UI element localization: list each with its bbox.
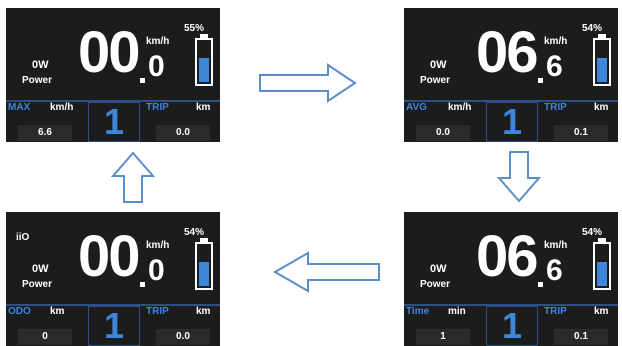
battery-percent: 55% (184, 23, 205, 34)
left-field-label: AVG (406, 102, 427, 113)
battery-icon (195, 38, 213, 86)
battery-fill (199, 57, 209, 82)
gear-frame (486, 102, 538, 142)
speed-decimal: 6 (546, 254, 563, 287)
left-field-label: ODO (8, 306, 31, 317)
left-field-label: Time (406, 306, 430, 317)
power-label: Power (420, 75, 451, 86)
power-value: 0W (32, 59, 49, 71)
speed-unit: km/h (146, 36, 170, 47)
gear-frame (88, 102, 140, 142)
speed-unit: km/h (146, 240, 170, 251)
speed-integer: 00 (78, 20, 140, 85)
display-screen-odo: iiO 0W Power 00 0 km/h 54% ODO km 0 1 TR… (6, 212, 220, 346)
battery-icon (593, 38, 611, 86)
separator-line (6, 304, 220, 306)
assist-level: 1 (104, 101, 125, 142)
arrow-down-icon (496, 151, 542, 203)
display-screen-max: 0W Power 00 0 km/h 55% MAX km/h 6.6 1 TR… (6, 8, 220, 142)
assist-level: 1 (502, 305, 523, 346)
right-field-label: TRIP (544, 306, 567, 317)
separator-line (6, 100, 220, 102)
right-field-unit: km (196, 102, 211, 113)
power-value: 0W (32, 263, 49, 275)
light-icon: iiO (16, 232, 30, 243)
battery-percent: 54% (582, 227, 603, 238)
battery-fill (597, 262, 607, 286)
decimal-dot (140, 78, 145, 83)
arrow-left-icon (272, 251, 380, 293)
left-field-unit: km/h (50, 102, 74, 113)
assist-level: 1 (502, 101, 523, 142)
right-field-value: 0.0 (156, 329, 210, 345)
assist-level: 1 (104, 305, 125, 346)
speed-integer: 00 (78, 224, 140, 289)
speed-unit: km/h (544, 36, 568, 47)
speed-integer: 06 (476, 224, 538, 289)
right-field-unit: km (594, 306, 609, 317)
left-field-value: 0.0 (416, 125, 470, 141)
right-field-unit: km (196, 306, 211, 317)
display-screen-avg: 0W Power 06 6 km/h 54% AVG km/h 0.0 1 TR… (404, 8, 618, 142)
battery-icon (593, 242, 611, 290)
battery-cap (200, 238, 208, 242)
left-field-unit: min (448, 306, 466, 317)
decimal-dot (538, 282, 543, 287)
power-label: Power (22, 279, 53, 290)
power-value: 0W (430, 59, 447, 71)
speed-decimal: 6 (546, 50, 563, 83)
battery-cap (598, 34, 606, 38)
decimal-dot (140, 282, 145, 287)
left-field-value: 0 (18, 329, 72, 345)
right-field-label: TRIP (146, 306, 169, 317)
left-field-value: 6.6 (18, 125, 72, 141)
arrow-up-icon (110, 151, 156, 203)
right-field-unit: km (594, 102, 609, 113)
left-field-unit: km/h (448, 102, 472, 113)
power-label: Power (22, 75, 53, 86)
speed-unit: km/h (544, 240, 568, 251)
right-field-value: 0.1 (554, 125, 608, 141)
arrow-right-icon (259, 63, 357, 103)
right-field-label: TRIP (146, 102, 169, 113)
separator-line (404, 304, 618, 306)
right-field-value: 0.1 (554, 329, 608, 345)
speed-decimal: 0 (148, 254, 165, 287)
left-field-label: MAX (8, 102, 31, 113)
right-field-label: TRIP (544, 102, 567, 113)
display-screen-time: 0W Power 06 6 km/h 54% Time min 1 1 TRIP… (404, 212, 618, 346)
battery-icon (195, 242, 213, 290)
battery-cap (598, 238, 606, 242)
battery-fill (597, 58, 607, 82)
speed-decimal: 0 (148, 50, 165, 83)
left-field-value: 1 (416, 329, 470, 345)
separator-line (404, 100, 618, 102)
power-label: Power (420, 279, 451, 290)
left-field-unit: km (50, 306, 65, 317)
right-field-value: 0.0 (156, 125, 210, 141)
battery-fill (199, 262, 209, 286)
power-value: 0W (430, 263, 447, 275)
decimal-dot (538, 78, 543, 83)
battery-cap (200, 34, 208, 38)
speed-integer: 06 (476, 20, 538, 85)
battery-percent: 54% (582, 23, 603, 34)
battery-percent: 54% (184, 227, 205, 238)
